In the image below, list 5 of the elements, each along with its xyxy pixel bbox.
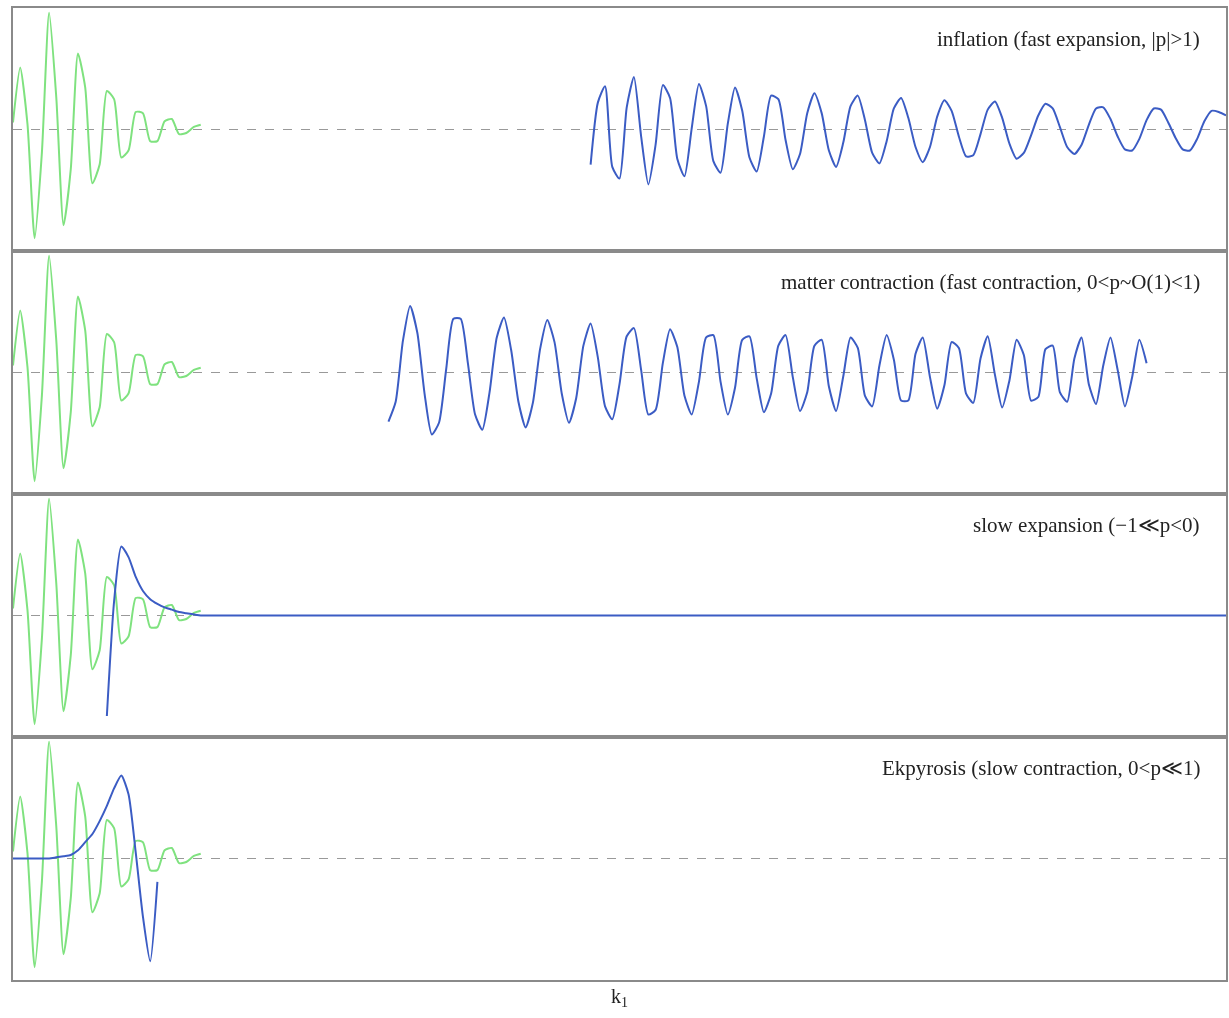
x-axis-title: k$_{1}$ [611, 985, 628, 1011]
annotation: slow expansion (−1≪p<0) [973, 513, 1200, 537]
annotation: Ekpyrosis (slow contraction, 0<p≪1) [882, 756, 1201, 780]
annotation: matter contraction (fast contraction, 0<p~O(1)<1) [781, 270, 1201, 294]
annotation: inflation (fast expansion, |p|>1) [937, 27, 1200, 51]
